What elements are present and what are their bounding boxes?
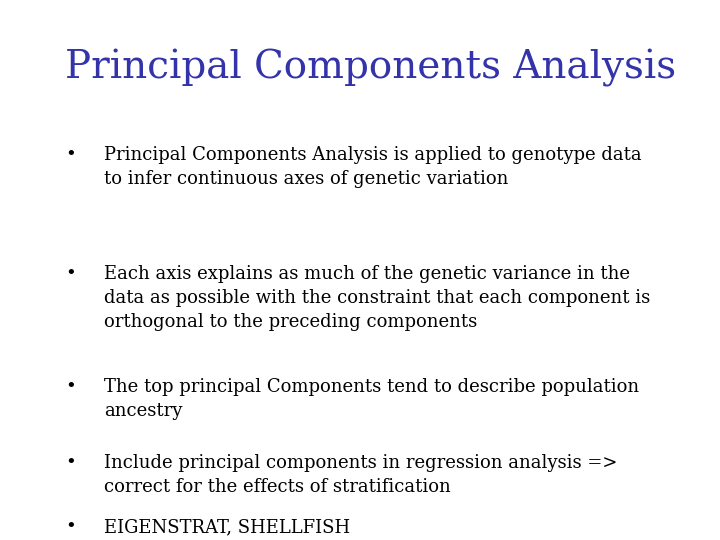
Text: EIGENSTRAT, SHELLFISH: EIGENSTRAT, SHELLFISH [104,518,351,536]
Text: The top principal Components tend to describe population
ancestry: The top principal Components tend to des… [104,378,639,420]
Text: •: • [65,265,76,282]
Text: Principal Components Analysis is applied to genotype data
to infer continuous ax: Principal Components Analysis is applied… [104,146,642,188]
Text: Include principal components in regression analysis =>
correct for the effects o: Include principal components in regressi… [104,454,618,496]
Text: •: • [65,518,76,536]
Text: •: • [65,146,76,164]
Text: •: • [65,378,76,396]
Text: Each axis explains as much of the genetic variance in the
data as possible with : Each axis explains as much of the geneti… [104,265,651,331]
Text: •: • [65,454,76,471]
Text: Principal Components Analysis: Principal Components Analysis [65,49,676,86]
